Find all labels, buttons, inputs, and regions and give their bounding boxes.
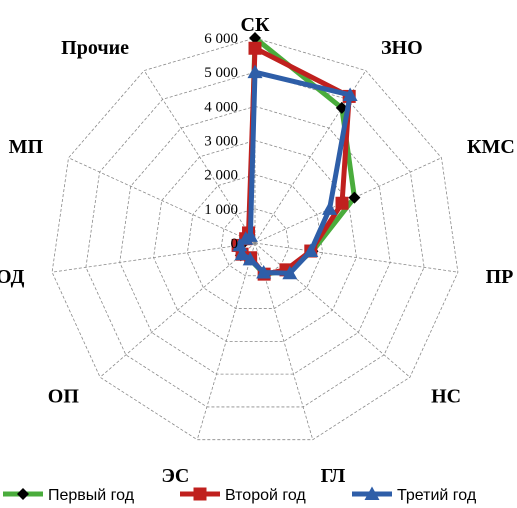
tick-label: 2 000	[204, 168, 238, 184]
grid-ring-4	[119, 105, 391, 375]
category-label: ЗНО	[381, 37, 423, 59]
legend-swatch-marker	[193, 487, 207, 501]
grid-spoke-4	[254, 242, 411, 378]
category-label: ГЛ	[321, 465, 346, 487]
series-2-point-СК	[248, 41, 262, 55]
series-3-point-КМС	[322, 201, 338, 215]
series-1-point-КМС	[348, 191, 361, 204]
tick-label: 4 000	[204, 99, 238, 115]
category-label: СК	[241, 14, 270, 36]
tick-label: 0	[231, 236, 239, 252]
category-label: НС	[431, 386, 461, 408]
grid-spoke-3	[254, 242, 458, 273]
tick-label: 1 000	[204, 202, 238, 218]
grid-spoke-9	[68, 157, 256, 244]
radar-series	[231, 32, 361, 281]
grid-ring-6	[51, 37, 459, 441]
series-3-point-ЭС	[242, 251, 258, 266]
grid-spoke-5	[254, 242, 314, 440]
radial-tick-labels: 0 1 000 2 000 3 000 4 000 5 000 6 000	[204, 31, 238, 252]
legend-item-1: Первый год	[3, 487, 135, 504]
series-3	[232, 64, 358, 280]
series-3-point-НС	[282, 265, 298, 280]
category-label: ОД	[0, 266, 25, 288]
grid-ring-5	[85, 71, 425, 408]
series-3-point-ОП	[234, 246, 250, 261]
legend-label: Третий год	[397, 487, 477, 504]
tick-label: 6 000	[204, 31, 238, 47]
tick-label: 3 000	[204, 134, 238, 150]
grid-ring-1	[220, 208, 290, 277]
legend-item-2: Второй год	[180, 487, 306, 504]
category-label: ОП	[48, 386, 80, 408]
category-label: МП	[9, 136, 44, 158]
legend-item-3: Третий год	[352, 486, 477, 504]
series-3-point-ПР	[303, 243, 319, 258]
grid-spoke-8	[52, 242, 256, 273]
grid-spoke-6	[196, 242, 256, 440]
series-3-point-ЗНО	[342, 87, 358, 101]
series-3-point-ГЛ	[256, 265, 272, 279]
category-label: Прочие	[61, 37, 129, 59]
legend: Первый год Второй год Третий год	[3, 486, 477, 504]
series-3-point-Прочие	[242, 228, 258, 242]
legend-swatch-marker	[17, 488, 29, 500]
series-1-point-СК	[249, 32, 261, 44]
series-3-point-СК	[247, 64, 263, 79]
category-labels: СК ЗНО КМС ПР НС ГЛ ЭС ОП ОД МП Прочие	[0, 14, 515, 487]
category-label: ПР	[486, 266, 514, 288]
series-2-point-КМС	[335, 196, 349, 210]
legend-label: Первый год	[48, 487, 135, 504]
legend-label: Второй год	[225, 487, 306, 504]
category-label: КМС	[467, 136, 515, 158]
grid-spoke-7	[99, 242, 256, 378]
tick-label: 5 000	[204, 65, 238, 81]
category-label: ЭС	[161, 465, 189, 487]
legend-swatch-marker	[364, 486, 380, 500]
grid-ring-2	[186, 174, 324, 309]
grid-spoke-10	[143, 70, 256, 244]
